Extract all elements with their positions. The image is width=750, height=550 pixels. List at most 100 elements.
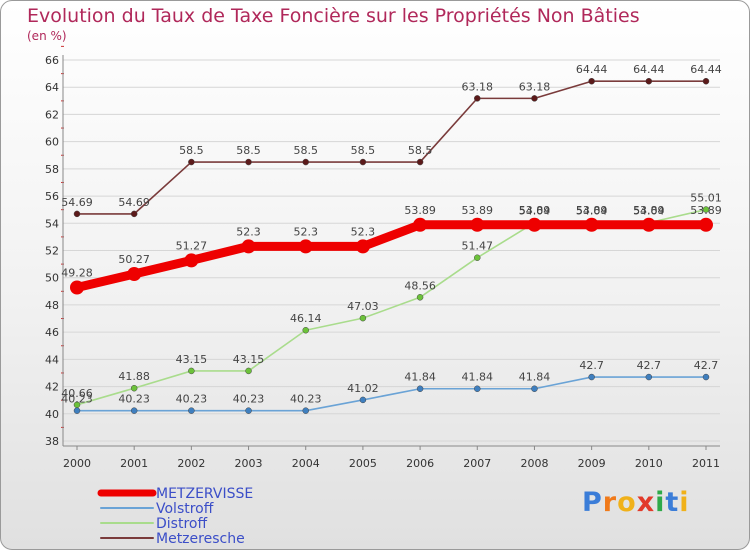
proxiti-logo: Proxiti	[582, 487, 690, 518]
data-point-metzeresche	[531, 95, 538, 102]
data-label-metzeresche: 58.5	[293, 144, 318, 157]
x-tick-label: 2011	[692, 457, 720, 470]
data-point-metzervisse	[699, 217, 713, 232]
data-label-metzeresche: 58.5	[179, 144, 204, 157]
data-label-volstroff: 40.23	[176, 393, 208, 406]
y-tick-label: 60	[45, 136, 59, 149]
data-label-volstroff: 42.7	[579, 359, 604, 372]
y-tick-label: 66	[45, 54, 59, 67]
data-label-metzervisse: 52.3	[351, 225, 376, 238]
series-line-volstroff	[77, 376, 706, 412]
data-label-distroff: 43.15	[176, 353, 208, 366]
data-point-metzeresche	[588, 77, 595, 85]
data-label-metzervisse: 51.27	[176, 239, 208, 252]
data-label-distroff: 55.01	[690, 192, 722, 205]
data-label-distroff: 54.04	[576, 205, 608, 218]
y-tick-label: 58	[45, 163, 59, 176]
y-tick-label: 40	[45, 408, 59, 421]
data-point-volstroff	[73, 407, 81, 414]
legend-label-distroff: Distroff	[156, 516, 207, 532]
data-label-volstroff: 40.23	[61, 393, 93, 406]
y-tick-label: 54	[45, 217, 59, 230]
data-label-volstroff: 42.7	[694, 359, 719, 372]
data-point-metzeresche	[416, 158, 424, 166]
y-tick-label: 64	[45, 81, 59, 94]
y-tick-label: 52	[45, 245, 59, 258]
chart-title: Evolution du Taux de Taxe Foncière sur l…	[27, 5, 640, 27]
data-label-metzervisse: 53.89	[576, 204, 608, 217]
data-point-volstroff	[531, 385, 538, 392]
logo-letter: x	[636, 487, 656, 518]
data-point-distroff	[130, 384, 138, 392]
data-point-distroff	[416, 294, 424, 301]
data-label-volstroff: 41.84	[519, 371, 551, 384]
data-label-distroff: 51.47	[462, 240, 494, 253]
data-label-metzeresche: 63.18	[519, 80, 551, 93]
logo-letter: o	[617, 487, 637, 518]
x-tick-label: 2002	[177, 457, 205, 470]
data-point-volstroff	[645, 373, 653, 381]
data-label-metzervisse: 52.3	[293, 225, 318, 238]
data-point-metzeresche	[302, 158, 309, 166]
logo-letter: i	[679, 487, 690, 518]
data-point-metzervisse	[527, 217, 542, 232]
data-point-metzervisse	[241, 239, 256, 254]
y-tick-label: 56	[45, 190, 59, 203]
data-label-volstroff: 42.7	[637, 359, 662, 372]
data-label-metzeresche: 63.18	[462, 80, 494, 93]
data-point-volstroff	[474, 385, 481, 392]
y-tick-label: 46	[45, 326, 59, 339]
data-point-volstroff	[130, 407, 138, 414]
data-point-metzervisse	[355, 239, 370, 254]
data-label-volstroff: 40.23	[233, 393, 265, 406]
data-label-volstroff: 40.23	[290, 393, 322, 406]
x-tick-label: 2010	[635, 457, 663, 470]
data-label-volstroff: 41.02	[347, 382, 379, 395]
y-tick-label: 38	[45, 435, 59, 448]
data-point-distroff	[302, 326, 309, 334]
data-label-metzeresche: 54.69	[61, 196, 93, 209]
data-point-metzeresche	[188, 158, 195, 166]
data-point-distroff	[359, 314, 367, 322]
data-label-metzervisse: 53.89	[690, 204, 722, 217]
y-tick-label: 62	[45, 108, 59, 121]
data-point-metzeresche	[702, 77, 710, 85]
data-label-distroff: 54.04	[519, 205, 551, 218]
data-label-volstroff: 40.23	[118, 393, 150, 406]
series-line-metzervisse	[75, 220, 706, 292]
logo-letter: i	[655, 487, 666, 518]
data-label-metzervisse: 53.89	[519, 204, 551, 217]
data-label-metzeresche: 64.44	[633, 63, 665, 76]
x-tick-label: 2005	[349, 457, 377, 470]
series-line-metzeresche	[77, 80, 706, 215]
data-point-metzervisse	[641, 217, 656, 232]
legend-label-volstroff: Volstroff	[156, 501, 214, 517]
data-point-distroff	[474, 254, 481, 261]
data-point-volstroff	[359, 396, 367, 404]
data-label-metzeresche: 58.5	[408, 144, 433, 157]
data-point-metzervisse	[584, 217, 599, 232]
data-point-volstroff	[188, 407, 195, 414]
data-point-volstroff	[588, 373, 595, 381]
data-label-metzervisse: 53.89	[462, 204, 494, 217]
data-label-metzeresche: 64.44	[690, 63, 722, 76]
y-tick-label: 48	[45, 299, 59, 312]
x-tick-label: 2006	[406, 457, 434, 470]
data-point-metzeresche	[474, 95, 481, 102]
data-point-metzervisse	[413, 217, 428, 232]
x-tick-label: 2004	[292, 457, 320, 470]
data-label-metzervisse: 50.27	[118, 253, 150, 266]
data-label-distroff: 54.04	[633, 205, 665, 218]
data-point-distroff	[188, 367, 195, 375]
data-point-metzervisse	[470, 217, 485, 232]
data-label-metzervisse: 49.28	[61, 267, 93, 280]
data-point-metzeresche	[359, 158, 367, 166]
data-point-volstroff	[245, 407, 252, 414]
x-tick-label: 2007	[463, 457, 491, 470]
data-label-metzeresche: 58.5	[236, 144, 261, 157]
data-point-metzeresche	[73, 210, 81, 218]
x-tick-label: 2000	[63, 457, 91, 470]
logo-letter: t	[665, 487, 680, 518]
data-label-volstroff: 41.84	[404, 371, 436, 384]
x-tick-label: 2001	[120, 457, 148, 470]
